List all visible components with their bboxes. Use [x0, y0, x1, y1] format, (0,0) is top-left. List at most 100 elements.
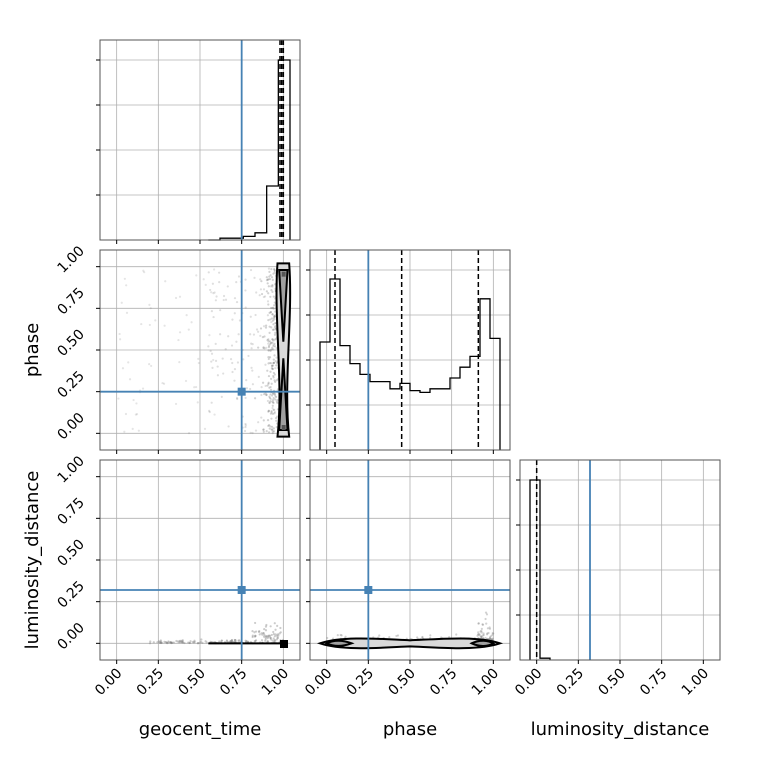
scatter-point [267, 635, 270, 639]
scatter-point [230, 638, 234, 642]
scatter-point [178, 641, 181, 644]
scatter-point [271, 346, 274, 349]
scatter-point [234, 639, 237, 642]
scatter-point [272, 396, 275, 400]
scatter-point [268, 401, 271, 405]
scatter-point [266, 384, 269, 387]
y-tick-label: 0.75 [54, 285, 87, 318]
scatter-point [253, 631, 256, 634]
x-tick-label: 0.00 [302, 666, 335, 699]
scatter-point [203, 427, 207, 430]
scatter-point [267, 382, 270, 385]
contour-outer [275, 262, 292, 438]
scatter-point [143, 271, 146, 274]
scatter-point [277, 634, 280, 637]
scatter-point [267, 267, 271, 270]
scatter-point [135, 412, 139, 416]
scatter-point [253, 640, 256, 643]
scatter-point [230, 639, 234, 642]
y-tick-label: 0.50 [54, 326, 87, 359]
scatter-point [271, 367, 274, 370]
scatter-point [264, 639, 267, 642]
scatter-point [274, 395, 277, 398]
scatter-point [279, 626, 282, 630]
scatter-point [273, 315, 276, 318]
scatter-point [269, 306, 273, 310]
truth-marker [237, 387, 246, 396]
scatter-point [268, 427, 271, 430]
scatter-point [163, 324, 166, 327]
scatter-point [270, 317, 274, 320]
scatter-point [261, 633, 264, 636]
scatter-point [492, 632, 495, 635]
scatter-point [258, 633, 261, 636]
scatter-point [260, 632, 263, 635]
scatter-point [272, 339, 275, 342]
scatter-point [273, 345, 277, 348]
scatter-point [268, 356, 272, 359]
scatter-point [269, 425, 272, 428]
x-axis-label-geocent_time: geocent_time [139, 719, 262, 740]
scatter-point [271, 367, 274, 371]
scatter-point [261, 335, 265, 339]
scatter-point [274, 633, 277, 636]
scatter-point [198, 641, 201, 644]
scatter-point [273, 635, 276, 638]
x-tick-label: 0.75 [637, 666, 670, 699]
scatter-point [169, 641, 172, 644]
scatter-point [266, 278, 269, 281]
scatter-point [180, 640, 183, 643]
scatter-point [233, 312, 236, 315]
scatter-point [477, 631, 480, 634]
scatter-point [272, 632, 275, 636]
marginal-geocent_time [96, 39, 301, 244]
scatter-luminosity_distance-vs-phase: 0.00 0.25 0.50 0.75 1.00 [302, 459, 511, 699]
scatter-point [485, 613, 489, 616]
scatter-point [214, 342, 217, 346]
scatter-point [235, 396, 239, 400]
scatter-point [275, 356, 278, 359]
scatter-point [274, 331, 277, 334]
scatter-point [486, 627, 490, 630]
scatter-point [263, 335, 266, 338]
x-tick-label: 1.00 [259, 666, 292, 699]
scatter-point [233, 638, 236, 642]
x-tick-label: 1.00 [469, 666, 502, 699]
scatter-point [485, 633, 489, 636]
scatter-point [265, 393, 268, 397]
scatter-point [481, 634, 484, 637]
scatter-point [214, 299, 217, 302]
scatter-point [271, 364, 274, 367]
scatter-point [488, 627, 492, 630]
scatter-point [388, 636, 391, 639]
scatter-point [127, 361, 130, 364]
scatter-point [488, 636, 492, 640]
x-axis-label-luminosity_distance: luminosity_distance [531, 719, 710, 740]
scatter-point [272, 348, 275, 351]
scatter-point [266, 369, 269, 372]
scatter-point [271, 430, 274, 433]
contour-peak [280, 640, 288, 648]
scatter-point [273, 333, 277, 336]
scatter-point [271, 412, 275, 415]
scatter-point [163, 640, 166, 643]
scatter-point [245, 387, 249, 390]
y-axis-label-phase: phase [22, 323, 43, 377]
scatter-point [271, 639, 274, 642]
scatter-point [269, 362, 273, 365]
scatter-point [271, 307, 274, 310]
scatter-point [229, 640, 232, 643]
scatter-point [196, 642, 200, 645]
scatter-point [159, 640, 162, 644]
scatter-point [263, 393, 266, 396]
scatter-point [267, 349, 270, 352]
scatter-point [263, 347, 266, 350]
scatter-point [273, 410, 276, 414]
scatter-point [272, 343, 275, 346]
scatter-point [216, 365, 219, 368]
scatter-point [211, 366, 214, 369]
scatter-point [170, 641, 173, 645]
scatter-point [201, 641, 204, 645]
scatter-point [257, 330, 260, 333]
scatter-point [159, 641, 163, 645]
